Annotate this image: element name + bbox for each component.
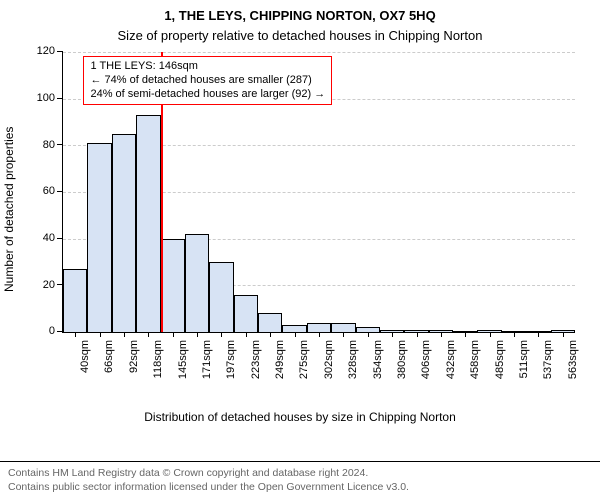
y-tick-label: 0	[49, 325, 55, 337]
x-tick-mark	[295, 332, 296, 337]
footer-line-2: Contains public sector information licen…	[8, 480, 592, 494]
x-tick-label: 354sqm	[372, 340, 384, 396]
x-tick-mark	[270, 332, 271, 337]
x-tick-mark	[148, 332, 149, 337]
x-tick-mark	[343, 332, 344, 337]
histogram-bar	[331, 323, 355, 332]
x-tick-mark	[563, 332, 564, 337]
x-tick-label: 275sqm	[298, 340, 310, 396]
y-tick-label: 40	[43, 232, 55, 244]
footer-line-1: Contains HM Land Registry data © Crown c…	[8, 466, 592, 480]
annotation-line-3: 24% of semi-detached houses are larger (…	[90, 88, 325, 102]
x-tick-label: 458sqm	[469, 340, 481, 396]
x-tick-label: 171sqm	[201, 340, 213, 396]
x-tick-mark	[441, 332, 442, 337]
y-tick-label: 20	[43, 279, 55, 291]
x-tick-mark	[538, 332, 539, 337]
histogram-bar	[282, 325, 306, 332]
histogram-bar	[161, 239, 185, 332]
x-tick-mark	[490, 332, 491, 337]
chart-title-line2: Size of property relative to detached ho…	[0, 28, 600, 43]
x-tick-label: 66sqm	[103, 340, 115, 396]
x-tick-mark	[514, 332, 515, 337]
x-tick-label: 537sqm	[542, 340, 554, 396]
histogram-bar	[209, 262, 233, 332]
x-tick-mark	[100, 332, 101, 337]
x-tick-mark	[246, 332, 247, 337]
x-tick-mark	[221, 332, 222, 337]
y-tick-label: 120	[37, 45, 55, 57]
histogram-bar	[234, 295, 258, 332]
x-tick-label: 485sqm	[494, 340, 506, 396]
histogram-bar	[87, 143, 111, 332]
x-tick-label: 197sqm	[225, 340, 237, 396]
x-tick-label: 40sqm	[79, 340, 91, 396]
annotation-line-1: 1 THE LEYS: 146sqm	[90, 60, 325, 74]
plot-area: 02040608010012040sqm66sqm92sqm118sqm145s…	[62, 52, 575, 333]
x-tick-label: 302sqm	[323, 340, 335, 396]
x-tick-label: 223sqm	[250, 340, 262, 396]
x-tick-label: 118sqm	[152, 340, 164, 396]
gridline	[63, 52, 575, 53]
x-tick-mark	[368, 332, 369, 337]
x-tick-label: 249sqm	[274, 340, 286, 396]
histogram-bar	[112, 134, 136, 332]
y-tick-label: 60	[43, 185, 55, 197]
x-tick-label: 563sqm	[567, 340, 579, 396]
chart-title-line1: 1, THE LEYS, CHIPPING NORTON, OX7 5HQ	[0, 8, 600, 23]
x-tick-label: 328sqm	[347, 340, 359, 396]
histogram-bar	[307, 323, 331, 332]
x-tick-label: 406sqm	[420, 340, 432, 396]
x-tick-label: 145sqm	[177, 340, 189, 396]
x-tick-label: 432sqm	[445, 340, 457, 396]
x-tick-label: 380sqm	[396, 340, 408, 396]
x-tick-mark	[319, 332, 320, 337]
footer: Contains HM Land Registry data © Crown c…	[0, 461, 600, 496]
annotation-box: 1 THE LEYS: 146sqm← 74% of detached hous…	[83, 56, 332, 105]
y-tick-label: 80	[43, 139, 55, 151]
x-tick-mark	[124, 332, 125, 337]
y-axis-label: Number of detached properties	[2, 127, 16, 292]
histogram-bar	[258, 313, 282, 332]
x-tick-label: 511sqm	[518, 340, 530, 396]
x-tick-mark	[392, 332, 393, 337]
x-tick-label: 92sqm	[128, 340, 140, 396]
histogram-bar	[63, 269, 87, 332]
x-tick-mark	[173, 332, 174, 337]
histogram-bar	[136, 115, 160, 332]
annotation-line-2: ← 74% of detached houses are smaller (28…	[90, 74, 325, 88]
x-tick-mark	[197, 332, 198, 337]
x-tick-mark	[465, 332, 466, 337]
x-axis-label: Distribution of detached houses by size …	[0, 410, 600, 424]
histogram-bar	[185, 234, 209, 332]
x-tick-mark	[75, 332, 76, 337]
x-tick-mark	[417, 332, 418, 337]
y-tick-label: 100	[37, 92, 55, 104]
